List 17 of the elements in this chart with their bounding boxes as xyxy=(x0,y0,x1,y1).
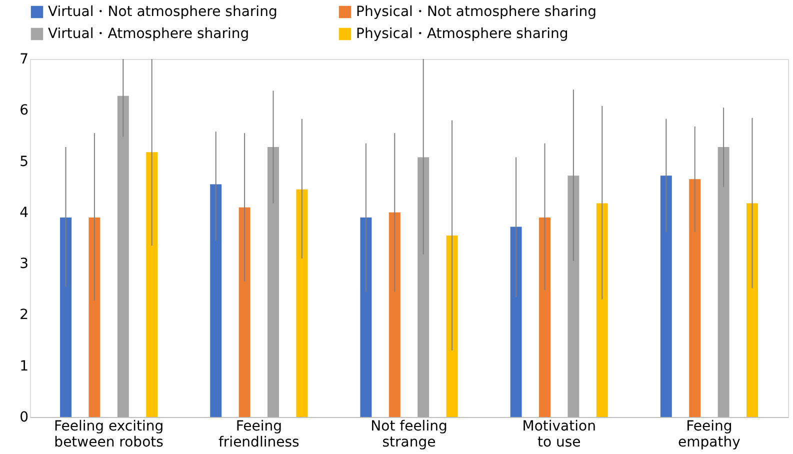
y-tick-label: 0 xyxy=(20,410,28,426)
x-tick-label: Feeing friendliness xyxy=(218,418,300,450)
legend-label: Physical・Not atmosphere sharing xyxy=(356,4,597,20)
y-tick-label: 3 xyxy=(20,256,28,272)
x-tick-label: Feeing empathy xyxy=(678,418,740,450)
y-tick-label: 1 xyxy=(20,358,28,374)
legend-label: Physical・Atmosphere sharing xyxy=(356,26,568,42)
y-tick-label: 2 xyxy=(20,307,28,324)
x-tick-label: Not feeling strange xyxy=(370,418,448,450)
x-tick-label: Feeling exciting between robots xyxy=(54,418,164,450)
x-tick-label: Motivation to use xyxy=(522,418,596,450)
y-tick-label: 7 xyxy=(20,52,28,68)
y-tick-label: 6 xyxy=(20,102,29,119)
legend-label: Virtual・Atmosphere sharing xyxy=(48,26,250,42)
y-tick-label: 5 xyxy=(20,154,28,170)
y-tick-label: 4 xyxy=(20,204,29,221)
legend-label: Virtual・Not atmosphere sharing xyxy=(48,4,278,20)
